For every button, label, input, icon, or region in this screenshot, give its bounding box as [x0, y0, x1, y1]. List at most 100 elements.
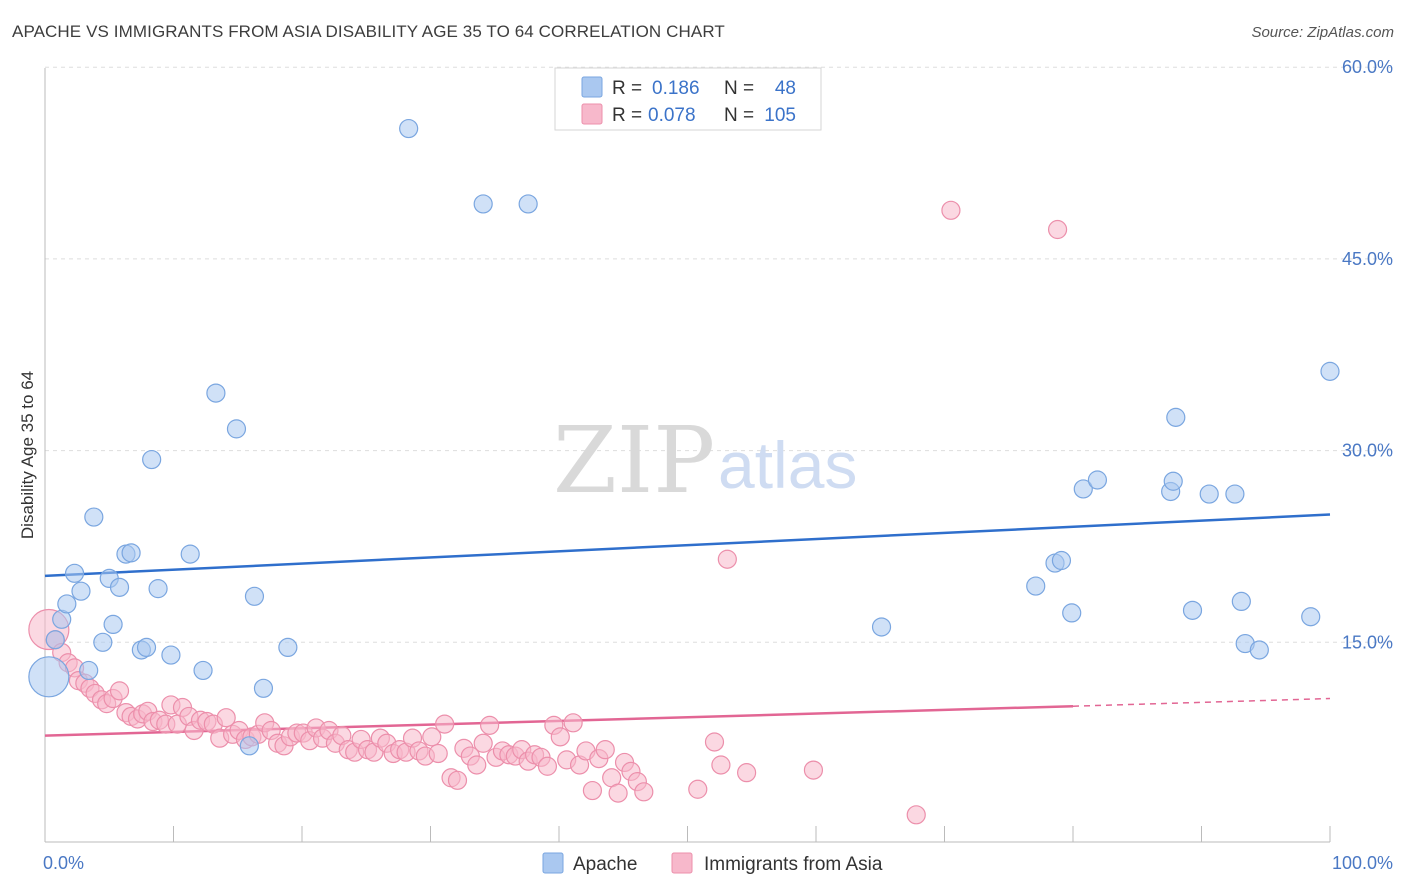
apache-point	[244, 586, 265, 606]
apache-point	[1320, 361, 1340, 381]
apache-point	[45, 630, 65, 650]
asia-point	[717, 549, 737, 569]
apache-trend-line	[44, 513, 1331, 578]
y-tick-label: 15.0%	[1342, 632, 1393, 652]
chart-source: Source: ZipAtlas.com	[1251, 24, 1394, 41]
legend-n-label: N =	[724, 78, 754, 99]
asia-point	[422, 727, 442, 747]
legend-r-value: 0.078	[648, 105, 696, 126]
apache-point	[109, 577, 130, 597]
apache-point	[278, 637, 298, 658]
apache-point	[1163, 471, 1183, 491]
y-axis-title: Disability Age 35 to 64	[18, 371, 37, 539]
gridlines	[45, 66, 1392, 643]
asia-point	[216, 708, 236, 728]
apache-point	[1026, 576, 1046, 596]
asia-point	[467, 755, 487, 775]
asia-trend-line-dashed	[1072, 697, 1331, 707]
asia-point	[563, 713, 583, 733]
legend-swatch-apache	[542, 852, 564, 874]
asia-point	[711, 755, 731, 775]
x-tick-label: 100.0%	[1332, 853, 1393, 873]
y-tick-label: 30.0%	[1342, 441, 1393, 461]
apache-point	[1073, 479, 1093, 499]
legend-label-asia: Immigrants from Asia	[704, 854, 883, 875]
y-tick-label: 60.0%	[1342, 57, 1393, 77]
apache-point	[142, 449, 162, 470]
apache-point	[71, 581, 91, 601]
legend-n-value: 48	[775, 78, 796, 99]
apache-point	[57, 594, 77, 614]
legend-label-apache: Apache	[573, 854, 637, 875]
asia-point	[608, 783, 628, 803]
legend-r-value: 0.186	[652, 78, 700, 99]
asia-point	[1047, 219, 1068, 240]
asia-point	[634, 782, 654, 802]
tick-labels: 15.0% 30.0% 45.0% 60.0% 0.0% 100.0%	[43, 57, 1393, 873]
apache-point	[871, 617, 892, 637]
apache-point	[206, 383, 226, 403]
asia-point	[480, 715, 500, 735]
asia-point	[688, 779, 708, 799]
apache-point	[103, 614, 123, 635]
apache-point	[136, 637, 157, 658]
apache-point	[1199, 484, 1219, 504]
asia-point	[428, 743, 448, 764]
apache-point	[1062, 603, 1082, 623]
apache-point	[1087, 470, 1108, 490]
asia-point	[906, 805, 926, 825]
apache-point	[1166, 407, 1186, 427]
trend-lines	[44, 513, 1331, 737]
apache-point	[253, 678, 274, 698]
legend-n-label: N =	[724, 105, 754, 126]
apache-point	[399, 118, 419, 139]
apache-point	[28, 656, 70, 698]
asia-point	[473, 733, 493, 753]
apache-point	[1249, 640, 1269, 660]
apache-point	[226, 419, 247, 439]
asia-point	[109, 681, 130, 701]
apache-point	[193, 660, 213, 681]
legend-n-value: 105	[764, 105, 796, 126]
asia-point	[737, 763, 757, 783]
apache-point	[1225, 484, 1245, 504]
legend-r-label: R =	[612, 78, 642, 99]
legend-swatch-asia	[671, 852, 693, 874]
apache-point	[121, 543, 141, 563]
asia-point	[537, 756, 558, 776]
asia-point	[582, 780, 603, 801]
apache-point	[148, 579, 168, 599]
asia-point	[595, 740, 615, 760]
legend-swatch-apache	[581, 76, 603, 98]
apache-point	[180, 544, 200, 564]
asia-point	[435, 714, 455, 734]
watermark-atlas: atlas	[718, 428, 857, 502]
apache-point	[161, 645, 181, 665]
apache-point	[79, 660, 99, 681]
axes	[44, 68, 1331, 843]
legend-r-label: R =	[612, 105, 642, 126]
apache-point	[93, 632, 113, 652]
apache-point	[1051, 550, 1072, 571]
x-tick-label: 0.0%	[43, 853, 84, 873]
asia-point	[941, 200, 961, 220]
legend-bottom: Apache Immigrants from Asia	[542, 852, 883, 875]
apache-point	[1301, 607, 1321, 627]
legend-swatch-asia	[581, 103, 603, 125]
asia-point	[447, 770, 468, 790]
apache-point	[518, 194, 538, 214]
apache-point	[1231, 591, 1251, 612]
watermark: ZIP atlas	[553, 407, 857, 514]
asia-point	[550, 727, 570, 747]
apache-point	[473, 194, 493, 214]
apache-point	[239, 736, 259, 756]
legend-top: R = 0.186 N = 48 R = 0.078 N = 105	[554, 67, 822, 131]
watermark-zip: ZIP	[553, 407, 715, 514]
data-points	[28, 118, 1340, 825]
asia-point	[803, 760, 824, 780]
chart-title: APACHE VS IMMIGRANTS FROM ASIA DISABILIT…	[12, 22, 725, 41]
apache-point	[64, 563, 85, 583]
apache-point	[84, 507, 104, 527]
asia-point	[704, 732, 725, 752]
